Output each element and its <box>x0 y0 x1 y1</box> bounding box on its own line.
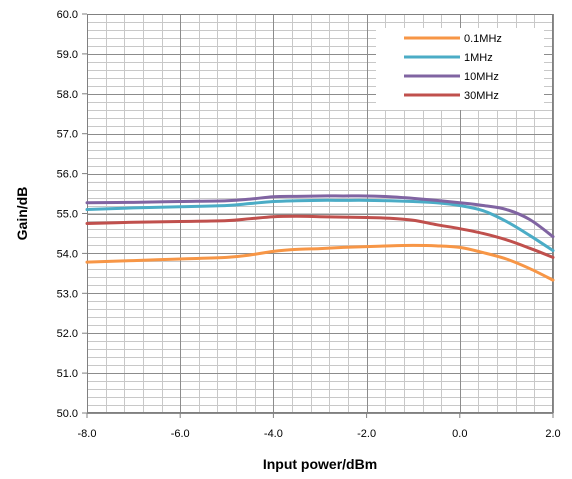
y-tick-label: 60.0 <box>57 9 78 21</box>
x-axis-title: Input power/dBm <box>263 456 377 472</box>
y-axis-title: Gain/dB <box>14 187 30 241</box>
y-tick-label: 53.0 <box>57 288 78 300</box>
y-tick-label: 56.0 <box>57 169 78 181</box>
y-axis-ticks: 50.0 51.0 52.0 53.0 54.0 55.0 56.0 57.0 58.0 59.0… <box>57 9 87 420</box>
y-tick-label: 55.0 <box>57 209 78 221</box>
x-tick-label: -2.0 <box>357 428 376 440</box>
series-line-10mhz <box>85 194 555 239</box>
series-line-1mhz <box>85 198 555 253</box>
legend-label-0.1mhz: 0.1MHz <box>464 33 502 45</box>
series-line-0.1mhz <box>85 243 555 282</box>
y-tick-label: 58.0 <box>57 89 78 101</box>
series-line-30mhz <box>85 214 555 259</box>
legend: 0.1MHz 1MHz 10MHz 30MHz <box>376 28 544 110</box>
x-tick-label: 2.0 <box>545 428 560 440</box>
y-tick-label: 59.0 <box>57 49 78 61</box>
series-lines <box>85 194 555 282</box>
x-tick-label: 0.0 <box>452 428 467 440</box>
legend-label-1mhz: 1MHz <box>464 52 493 64</box>
x-tick-label: -4.0 <box>264 428 283 440</box>
x-tick-label: -8.0 <box>78 428 97 440</box>
legend-box <box>376 28 544 110</box>
x-tick-label: -6.0 <box>171 428 190 440</box>
plot-area-frame <box>87 14 553 413</box>
x-axis-ticks: -8.0 -6.0 -4.0 -2.0 0.0 2.0 <box>78 413 561 440</box>
y-tick-label: 52.0 <box>57 328 78 340</box>
y-tick-label: 50.0 <box>57 408 78 420</box>
y-tick-label: 54.0 <box>57 248 78 260</box>
legend-label-30mhz: 30MHz <box>464 90 499 102</box>
legend-label-10mhz: 10MHz <box>464 71 499 83</box>
y-tick-label: 57.0 <box>57 129 78 141</box>
y-tick-label: 51.0 <box>57 368 78 380</box>
